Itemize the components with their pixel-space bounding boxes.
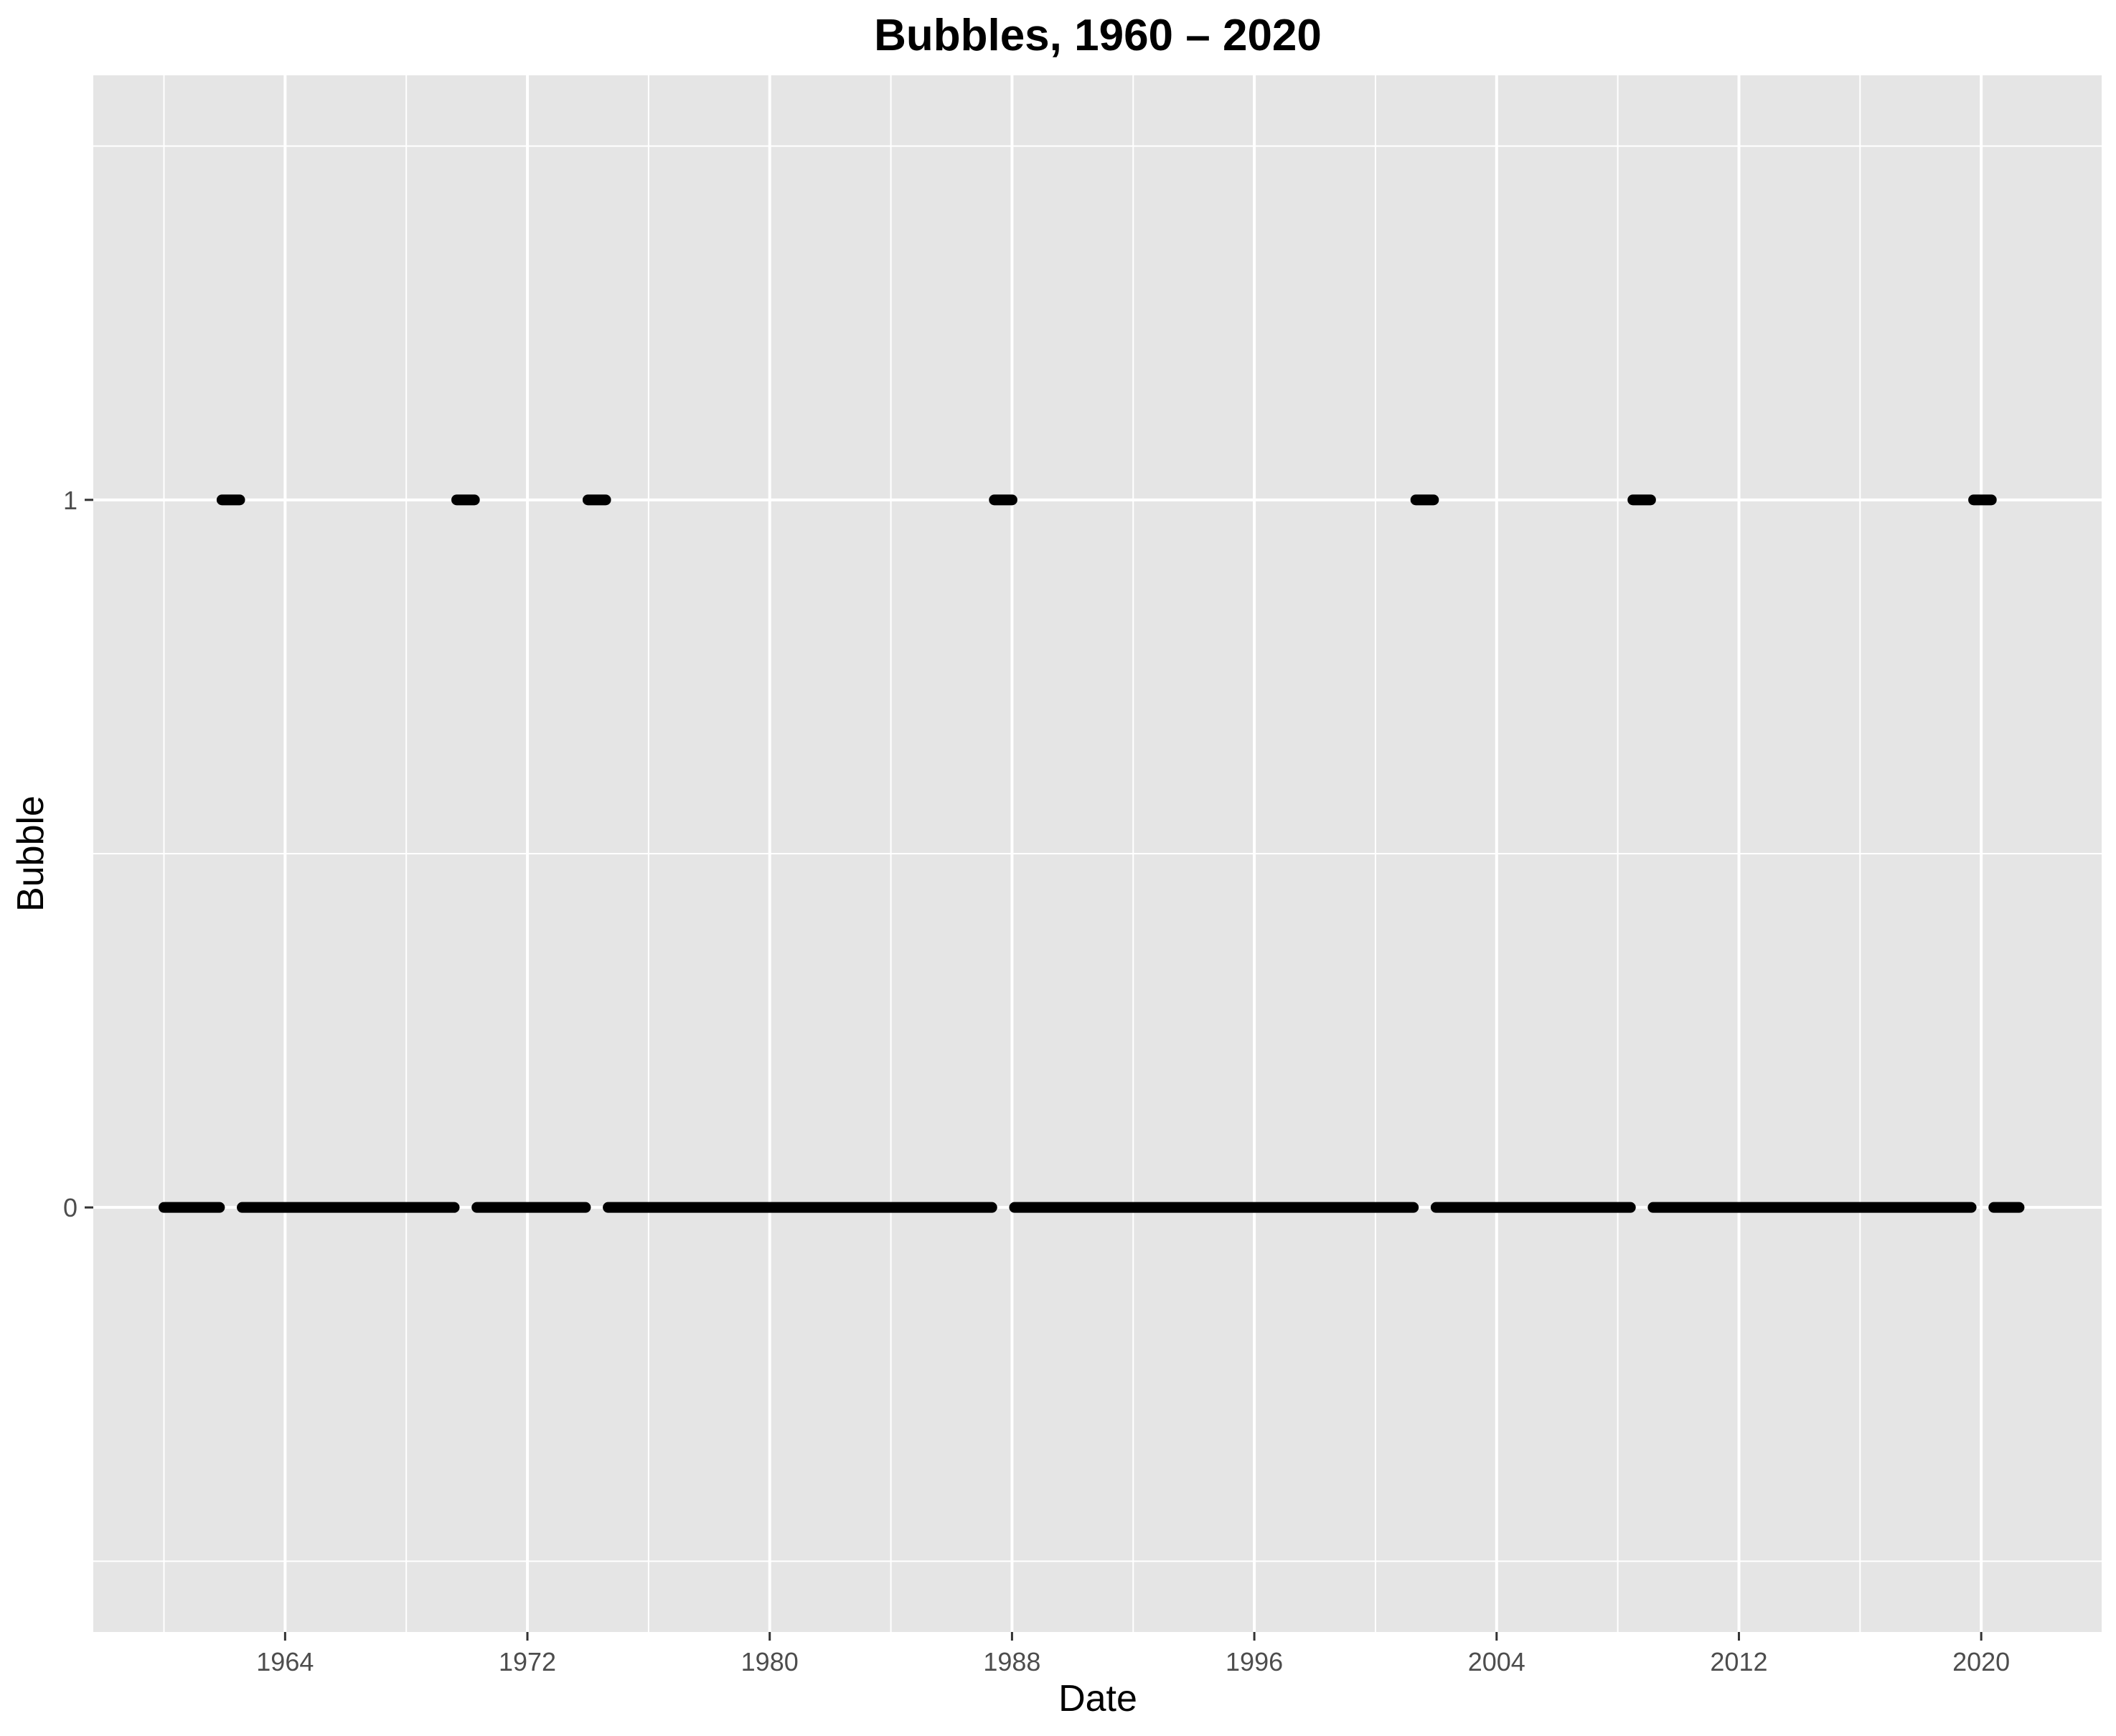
data-points [158, 494, 2025, 1213]
x-axis: 1964 1972 1980 1988 1996 2004 2012 2020 [256, 1632, 2010, 1676]
x-tick-label: 2020 [1952, 1647, 2010, 1676]
x-tick-label: 1972 [499, 1647, 556, 1676]
y-axis: 01 [63, 486, 93, 1222]
x-tick-label: 2004 [1468, 1647, 1525, 1676]
x-tick-label: 1980 [741, 1647, 799, 1676]
chart-title: Bubbles, 1960 – 2020 [874, 11, 1322, 60]
x-tick-label: 1988 [983, 1647, 1040, 1676]
y-axis-title: Bubble [10, 796, 52, 912]
y-tick-label: 1 [63, 486, 77, 515]
x-tick-label: 1964 [256, 1647, 314, 1676]
x-tick-label: 2012 [1710, 1647, 1767, 1676]
minor-gridlines [93, 75, 2103, 1632]
x-tick-label: 1996 [1226, 1647, 1283, 1676]
y-tick-label: 0 [63, 1193, 77, 1222]
x-axis-title: Date [1058, 1678, 1137, 1720]
